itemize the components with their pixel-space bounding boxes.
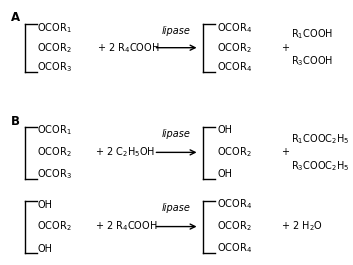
- Text: +: +: [281, 147, 289, 157]
- Text: OCOR$_2$: OCOR$_2$: [217, 220, 252, 233]
- Text: OCOR$_2$: OCOR$_2$: [217, 145, 252, 159]
- Text: B: B: [11, 115, 19, 128]
- Text: OCOR$_3$: OCOR$_3$: [37, 61, 72, 74]
- Text: OH: OH: [217, 125, 232, 135]
- Text: A: A: [11, 11, 20, 24]
- Text: +: +: [281, 43, 289, 53]
- Text: R$_3$COOC$_2$H$_5$: R$_3$COOC$_2$H$_5$: [291, 159, 349, 173]
- Text: lipase: lipase: [162, 203, 191, 213]
- Text: OCOR$_3$: OCOR$_3$: [37, 167, 72, 181]
- Text: + 2 C$_2$H$_5$OH: + 2 C$_2$H$_5$OH: [95, 145, 156, 159]
- Text: OCOR$_1$: OCOR$_1$: [37, 21, 72, 35]
- Text: OCOR$_2$: OCOR$_2$: [37, 41, 72, 55]
- Text: OCOR$_4$: OCOR$_4$: [217, 242, 252, 255]
- Text: OCOR$_2$: OCOR$_2$: [37, 145, 72, 159]
- Text: R$_1$COOH: R$_1$COOH: [291, 28, 333, 41]
- Text: lipase: lipase: [162, 129, 191, 139]
- Text: + 2 R$_4$COOH: + 2 R$_4$COOH: [95, 220, 158, 233]
- Text: OCOR$_4$: OCOR$_4$: [217, 61, 252, 74]
- Text: lipase: lipase: [162, 26, 191, 36]
- Text: OH: OH: [37, 200, 52, 210]
- Text: + 2 H$_2$O: + 2 H$_2$O: [281, 220, 322, 233]
- Text: OCOR$_2$: OCOR$_2$: [37, 220, 72, 233]
- Text: OH: OH: [37, 244, 52, 254]
- Text: R$_1$COOC$_2$H$_5$: R$_1$COOC$_2$H$_5$: [291, 132, 349, 146]
- Text: OCOR$_2$: OCOR$_2$: [217, 41, 252, 55]
- Text: + 2 R$_4$COOH: + 2 R$_4$COOH: [97, 41, 160, 55]
- Text: OCOR$_4$: OCOR$_4$: [217, 21, 252, 35]
- Text: OH: OH: [217, 169, 232, 179]
- Text: OCOR$_1$: OCOR$_1$: [37, 123, 72, 137]
- Text: OCOR$_4$: OCOR$_4$: [217, 198, 252, 211]
- Text: R$_3$COOH: R$_3$COOH: [291, 54, 333, 68]
